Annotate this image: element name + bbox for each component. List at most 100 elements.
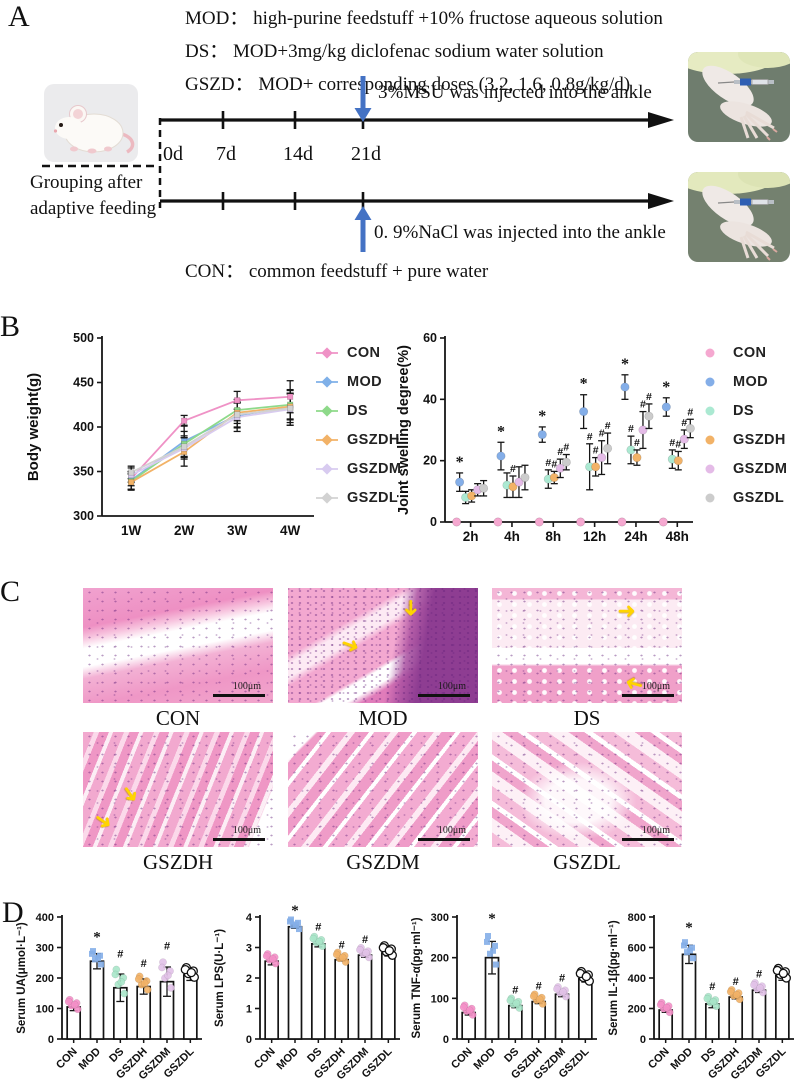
- svg-text:200: 200: [36, 973, 54, 985]
- svg-text:300: 300: [36, 943, 54, 955]
- y-axis-label: Body weight(g): [25, 373, 42, 481]
- joint-swelling-legend: CON MOD DS GSZDH GSZDM GSZDL: [702, 338, 787, 512]
- histology-tile-CON: 100μm CON: [83, 588, 273, 731]
- legend-item-CON: CON: [702, 338, 787, 367]
- legend-item-MOD: MOD: [316, 367, 401, 396]
- histology-image-GSZDL: 100μm: [492, 732, 682, 847]
- svg-text:300: 300: [431, 912, 449, 924]
- bar-group-CON: [64, 995, 82, 1040]
- timeline-label-7d: 7d: [216, 143, 236, 165]
- mouse-icon: [53, 105, 135, 154]
- bar-group-GSZDH: #: [726, 976, 744, 1040]
- panel-c-label: C: [0, 575, 21, 608]
- histology-image-DS: ➜ ➜ 100μm: [492, 588, 682, 703]
- bar-group-GSZDL: [772, 963, 791, 1040]
- legend-line-marker-icon: [316, 375, 338, 388]
- bar-group-MOD: *: [89, 930, 105, 1040]
- svg-text:#: #: [669, 437, 675, 449]
- svg-text:*: *: [291, 903, 299, 919]
- timeline-label-0d: 0d: [163, 143, 183, 165]
- legend-dot-icon: [705, 435, 715, 444]
- svg-text:#: #: [510, 463, 516, 475]
- svg-text:#: #: [593, 445, 599, 457]
- legend-label: GSZDM: [347, 460, 402, 477]
- svg-text:24h: 24h: [624, 529, 647, 544]
- legend-dot-icon: [705, 377, 715, 386]
- svg-text:#: #: [628, 423, 634, 435]
- svg-text:#: #: [605, 420, 611, 432]
- scale-bar: [622, 838, 674, 841]
- legend-label: GSZDH: [733, 431, 786, 448]
- msu-injection-arrow-icon: [354, 76, 372, 122]
- legend-label: MOD: [733, 373, 769, 390]
- svg-text:*: *: [662, 379, 670, 396]
- svg-text:*: *: [488, 911, 496, 927]
- lower-timeline: [160, 192, 674, 210]
- svg-text:*: *: [538, 408, 546, 425]
- serum-il1b-chart: 0200400600800CON*MOD#DS#GSZDH#GSZDMGSZDL…: [608, 912, 794, 1082]
- legend-line-marker-icon: [316, 404, 338, 417]
- svg-text:200: 200: [628, 1004, 646, 1016]
- svg-text:MOD: MOD: [76, 1046, 103, 1073]
- svg-text:#: #: [536, 980, 542, 992]
- bar-group-GSZDH: #: [529, 980, 547, 1040]
- svg-text:*: *: [456, 454, 464, 471]
- legend-line-marker-icon: [316, 346, 338, 359]
- legend-item-GSZDL: GSZDL: [702, 483, 787, 512]
- legend-label: CON: [733, 344, 767, 361]
- yellow-arrow-icon: ➜: [115, 778, 147, 809]
- series-MOD: * * * * * *: [455, 356, 671, 492]
- scale-bar: [622, 694, 674, 697]
- upper-timeline: [160, 111, 674, 129]
- series-GSZDH: # ### #: [467, 437, 683, 503]
- legend-label: GSZDL: [347, 489, 399, 506]
- bar-group-GSZDM: #: [158, 941, 175, 1040]
- bar-group-GSZDM: #: [356, 934, 373, 1040]
- mouse-photo: [44, 84, 138, 162]
- svg-text:MOD: MOD: [274, 1046, 301, 1073]
- legend-item-GSZDL: GSZDL: [316, 483, 401, 512]
- legend-dot-icon: [705, 348, 715, 357]
- legend-label: DS: [733, 402, 754, 419]
- svg-text:0: 0: [246, 1034, 252, 1046]
- group-definitions: MOD： high-purine feedstuff +10% fructose…: [185, 2, 663, 101]
- yellow-arrow-icon: ➜: [337, 629, 364, 660]
- svg-text:800: 800: [628, 912, 646, 924]
- svg-text:#: #: [551, 458, 557, 470]
- scale-text: 100μm: [232, 825, 261, 836]
- ankle-photo-illustration: [688, 172, 790, 262]
- legend-dot-icon: [705, 464, 715, 473]
- svg-text:350: 350: [73, 465, 94, 479]
- svg-text:#: #: [634, 437, 640, 449]
- bar-group-DS: #: [309, 922, 327, 1040]
- scale-text: 100μm: [437, 681, 466, 692]
- bar-group-GSZDL: [378, 941, 397, 1040]
- legend-item-DS: DS: [702, 396, 787, 425]
- svg-text:*: *: [685, 920, 693, 936]
- svg-text:4h: 4h: [504, 529, 520, 544]
- bar-group-CON: [262, 950, 280, 1040]
- svg-text:2: 2: [246, 973, 252, 985]
- legend-label: DS: [347, 402, 368, 419]
- svg-text:#: #: [687, 406, 693, 418]
- yellow-arrow-icon: ➜: [399, 598, 425, 618]
- svg-text:12h: 12h: [583, 529, 606, 544]
- nacl-injection-text: 0. 9%NaCl was injected into the ankle: [374, 222, 666, 243]
- svg-text:#: #: [563, 442, 569, 454]
- svg-text:#: #: [117, 948, 123, 960]
- svg-text:4W: 4W: [280, 523, 301, 538]
- series-CON: [452, 517, 668, 527]
- legend-item-GSZDM: GSZDM: [702, 454, 787, 483]
- bar-group-CON: [656, 998, 674, 1040]
- series-DS: [128, 401, 294, 485]
- svg-text:#: #: [545, 457, 551, 469]
- svg-text:*: *: [497, 423, 505, 440]
- bar-group-GSZDH: #: [134, 958, 152, 1040]
- scale-bar: [213, 838, 265, 841]
- histology-tile-GSZDH: ➜ ➜ 100μm GSZDH: [83, 732, 273, 875]
- legend-item-MOD: MOD: [702, 367, 787, 396]
- svg-text:*: *: [93, 930, 101, 946]
- legend-label: CON: [347, 344, 381, 361]
- svg-text:0: 0: [430, 515, 437, 529]
